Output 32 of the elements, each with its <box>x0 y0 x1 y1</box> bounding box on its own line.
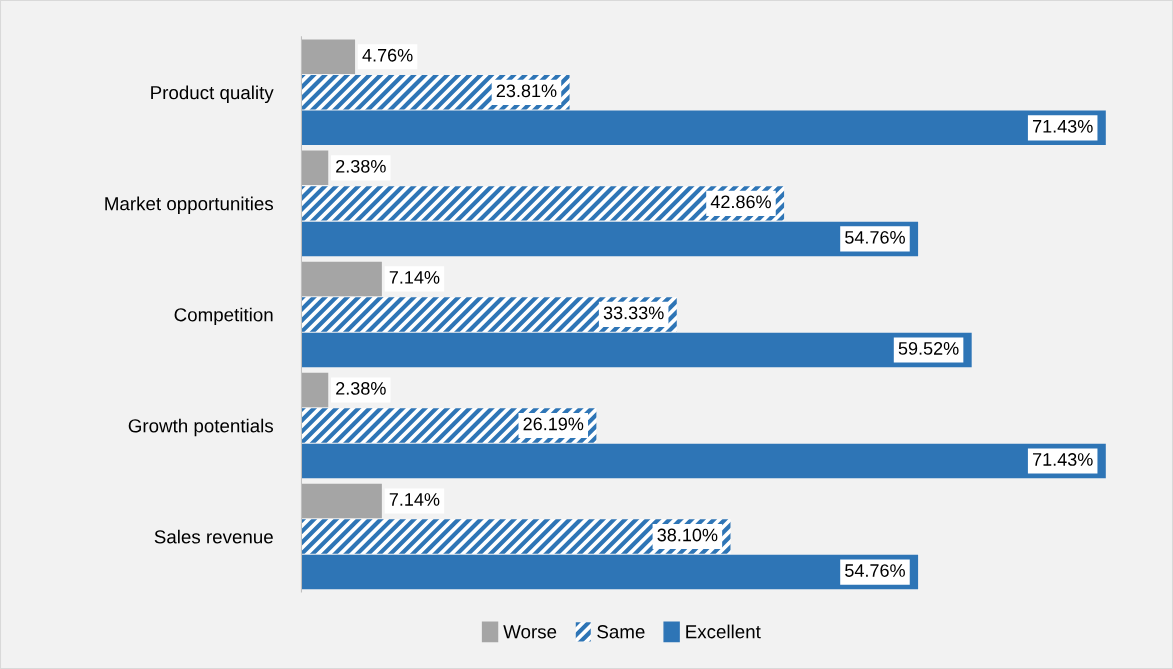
data-label: 2.38% <box>336 159 386 173</box>
bar <box>301 483 382 519</box>
data-label: 71.43% <box>1033 453 1093 466</box>
data-label: 54.76% <box>845 230 905 244</box>
legend-label: Excellent <box>686 624 761 639</box>
data-label: 42.86% <box>710 195 771 209</box>
bar <box>301 519 731 554</box>
legend-label: Same <box>597 625 645 639</box>
bar <box>301 110 1106 146</box>
y-tick-label: Growth potentials <box>128 418 274 437</box>
y-tick-label: Product quality <box>151 85 274 104</box>
y-tick-label: Sales revenue <box>154 529 273 544</box>
data-label: 2.38% <box>336 382 386 395</box>
data-label: 38.10% <box>657 528 718 542</box>
data-label: 26.19% <box>523 417 584 431</box>
bar <box>301 221 919 257</box>
bar <box>301 554 919 590</box>
data-label: 33.33% <box>603 306 664 320</box>
bar <box>301 443 1106 479</box>
data-label: 7.14% <box>389 493 440 506</box>
bar <box>301 332 972 368</box>
data-label: 71.43% <box>1033 119 1093 133</box>
data-label: 4.76% <box>362 48 413 62</box>
bar <box>301 261 382 297</box>
y-tick-label: Competition <box>174 307 273 326</box>
legend-label: Worse <box>503 625 557 639</box>
data-label: 54.76% <box>845 564 905 577</box>
bar <box>301 186 785 221</box>
y-tick-label: Market opportunities <box>105 196 274 215</box>
data-label: 7.14% <box>389 271 440 284</box>
data-label: 59.52% <box>898 342 959 355</box>
data-label: 23.81% <box>496 84 557 98</box>
